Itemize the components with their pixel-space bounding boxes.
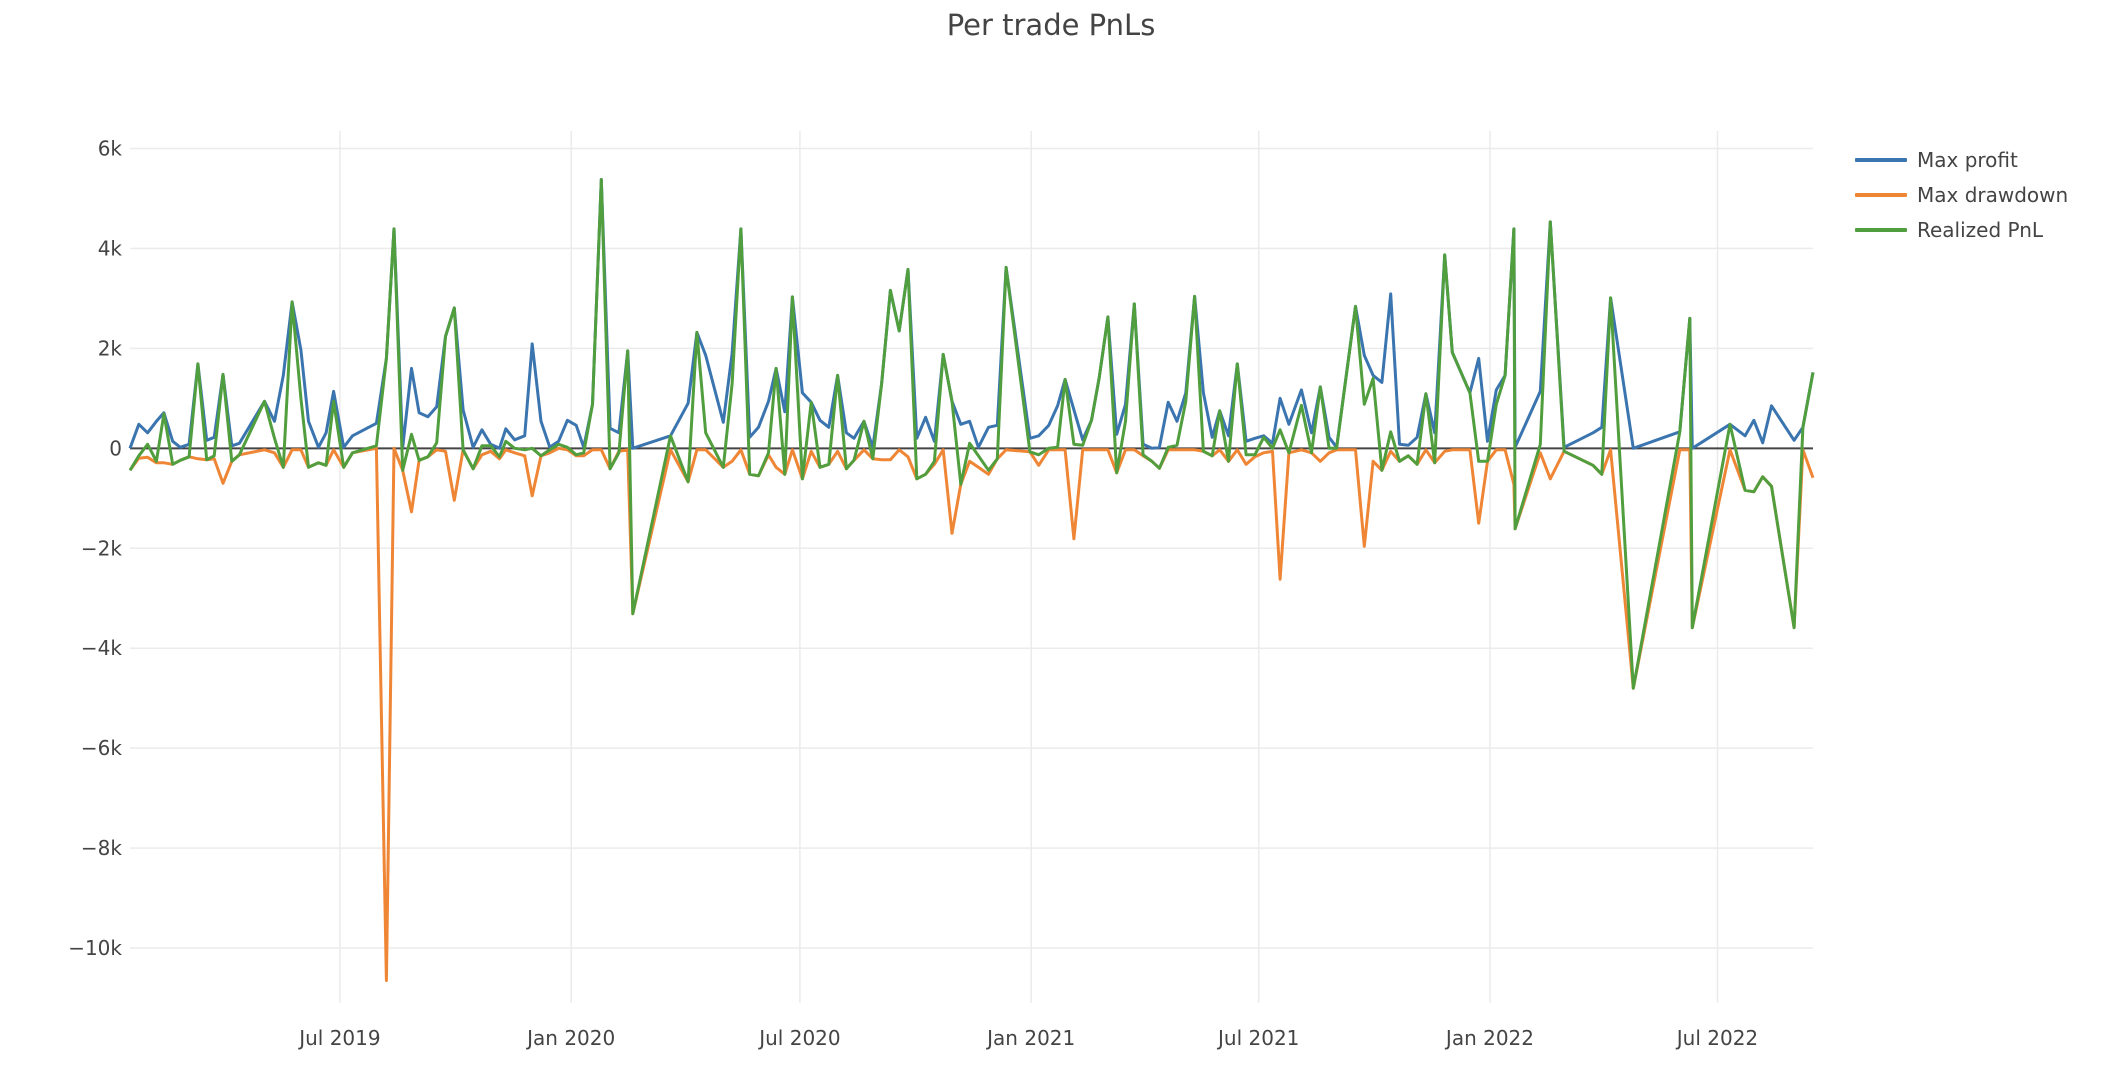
legend-item-realized-pnl[interactable]: Realized PnL xyxy=(1855,212,2068,247)
x-tick-label: Jul 2019 xyxy=(297,1026,380,1050)
y-axis-ticks: 6k 4k 2k 0 −2k −4k −6k −8k −10k xyxy=(68,136,122,960)
x-tick-label: Jul 2020 xyxy=(757,1026,840,1050)
legend-item-max-profit[interactable]: Max profit xyxy=(1855,142,2068,177)
x-axis-ticks: Jul 2019 Jan 2020 Jul 2020 Jan 2021 Jul 2021… xyxy=(297,1026,1758,1050)
y-tick-label: 0 xyxy=(109,436,122,460)
y-tick-label: 6k xyxy=(98,136,123,160)
legend-label: Realized PnL xyxy=(1917,217,2044,242)
legend-swatch xyxy=(1855,227,1907,232)
series-line-max-drawdown xyxy=(128,446,1815,982)
legend-swatch xyxy=(1855,192,1907,197)
y-tick-label: −2k xyxy=(81,536,122,560)
legend-label: Max drawdown xyxy=(1917,182,2069,207)
legend: Max profit Max drawdown Realized PnL xyxy=(1855,142,2068,247)
y-tick-label: −6k xyxy=(81,736,122,760)
x-tick-label: Jul 2022 xyxy=(1675,1026,1758,1050)
y-tick-label: 4k xyxy=(98,236,123,260)
y-tick-label: 2k xyxy=(98,336,123,360)
series-lines xyxy=(128,178,1815,982)
y-tick-label: −10k xyxy=(68,936,122,960)
gridlines xyxy=(130,131,1813,1003)
legend-swatch xyxy=(1855,157,1907,162)
chart-title: Per trade PnLs xyxy=(946,8,1156,42)
x-tick-label: Jan 2020 xyxy=(525,1026,615,1050)
x-tick-label: Jul 2021 xyxy=(1216,1026,1299,1050)
legend-item-max-drawdown[interactable]: Max drawdown xyxy=(1855,177,2068,212)
legend-label: Max profit xyxy=(1917,147,2018,172)
y-tick-label: −8k xyxy=(81,836,122,860)
y-tick-label: −4k xyxy=(81,636,122,660)
x-tick-label: Jan 2022 xyxy=(1444,1026,1534,1050)
series-line-realized-pnl xyxy=(128,178,1815,690)
x-tick-label: Jan 2021 xyxy=(985,1026,1075,1050)
